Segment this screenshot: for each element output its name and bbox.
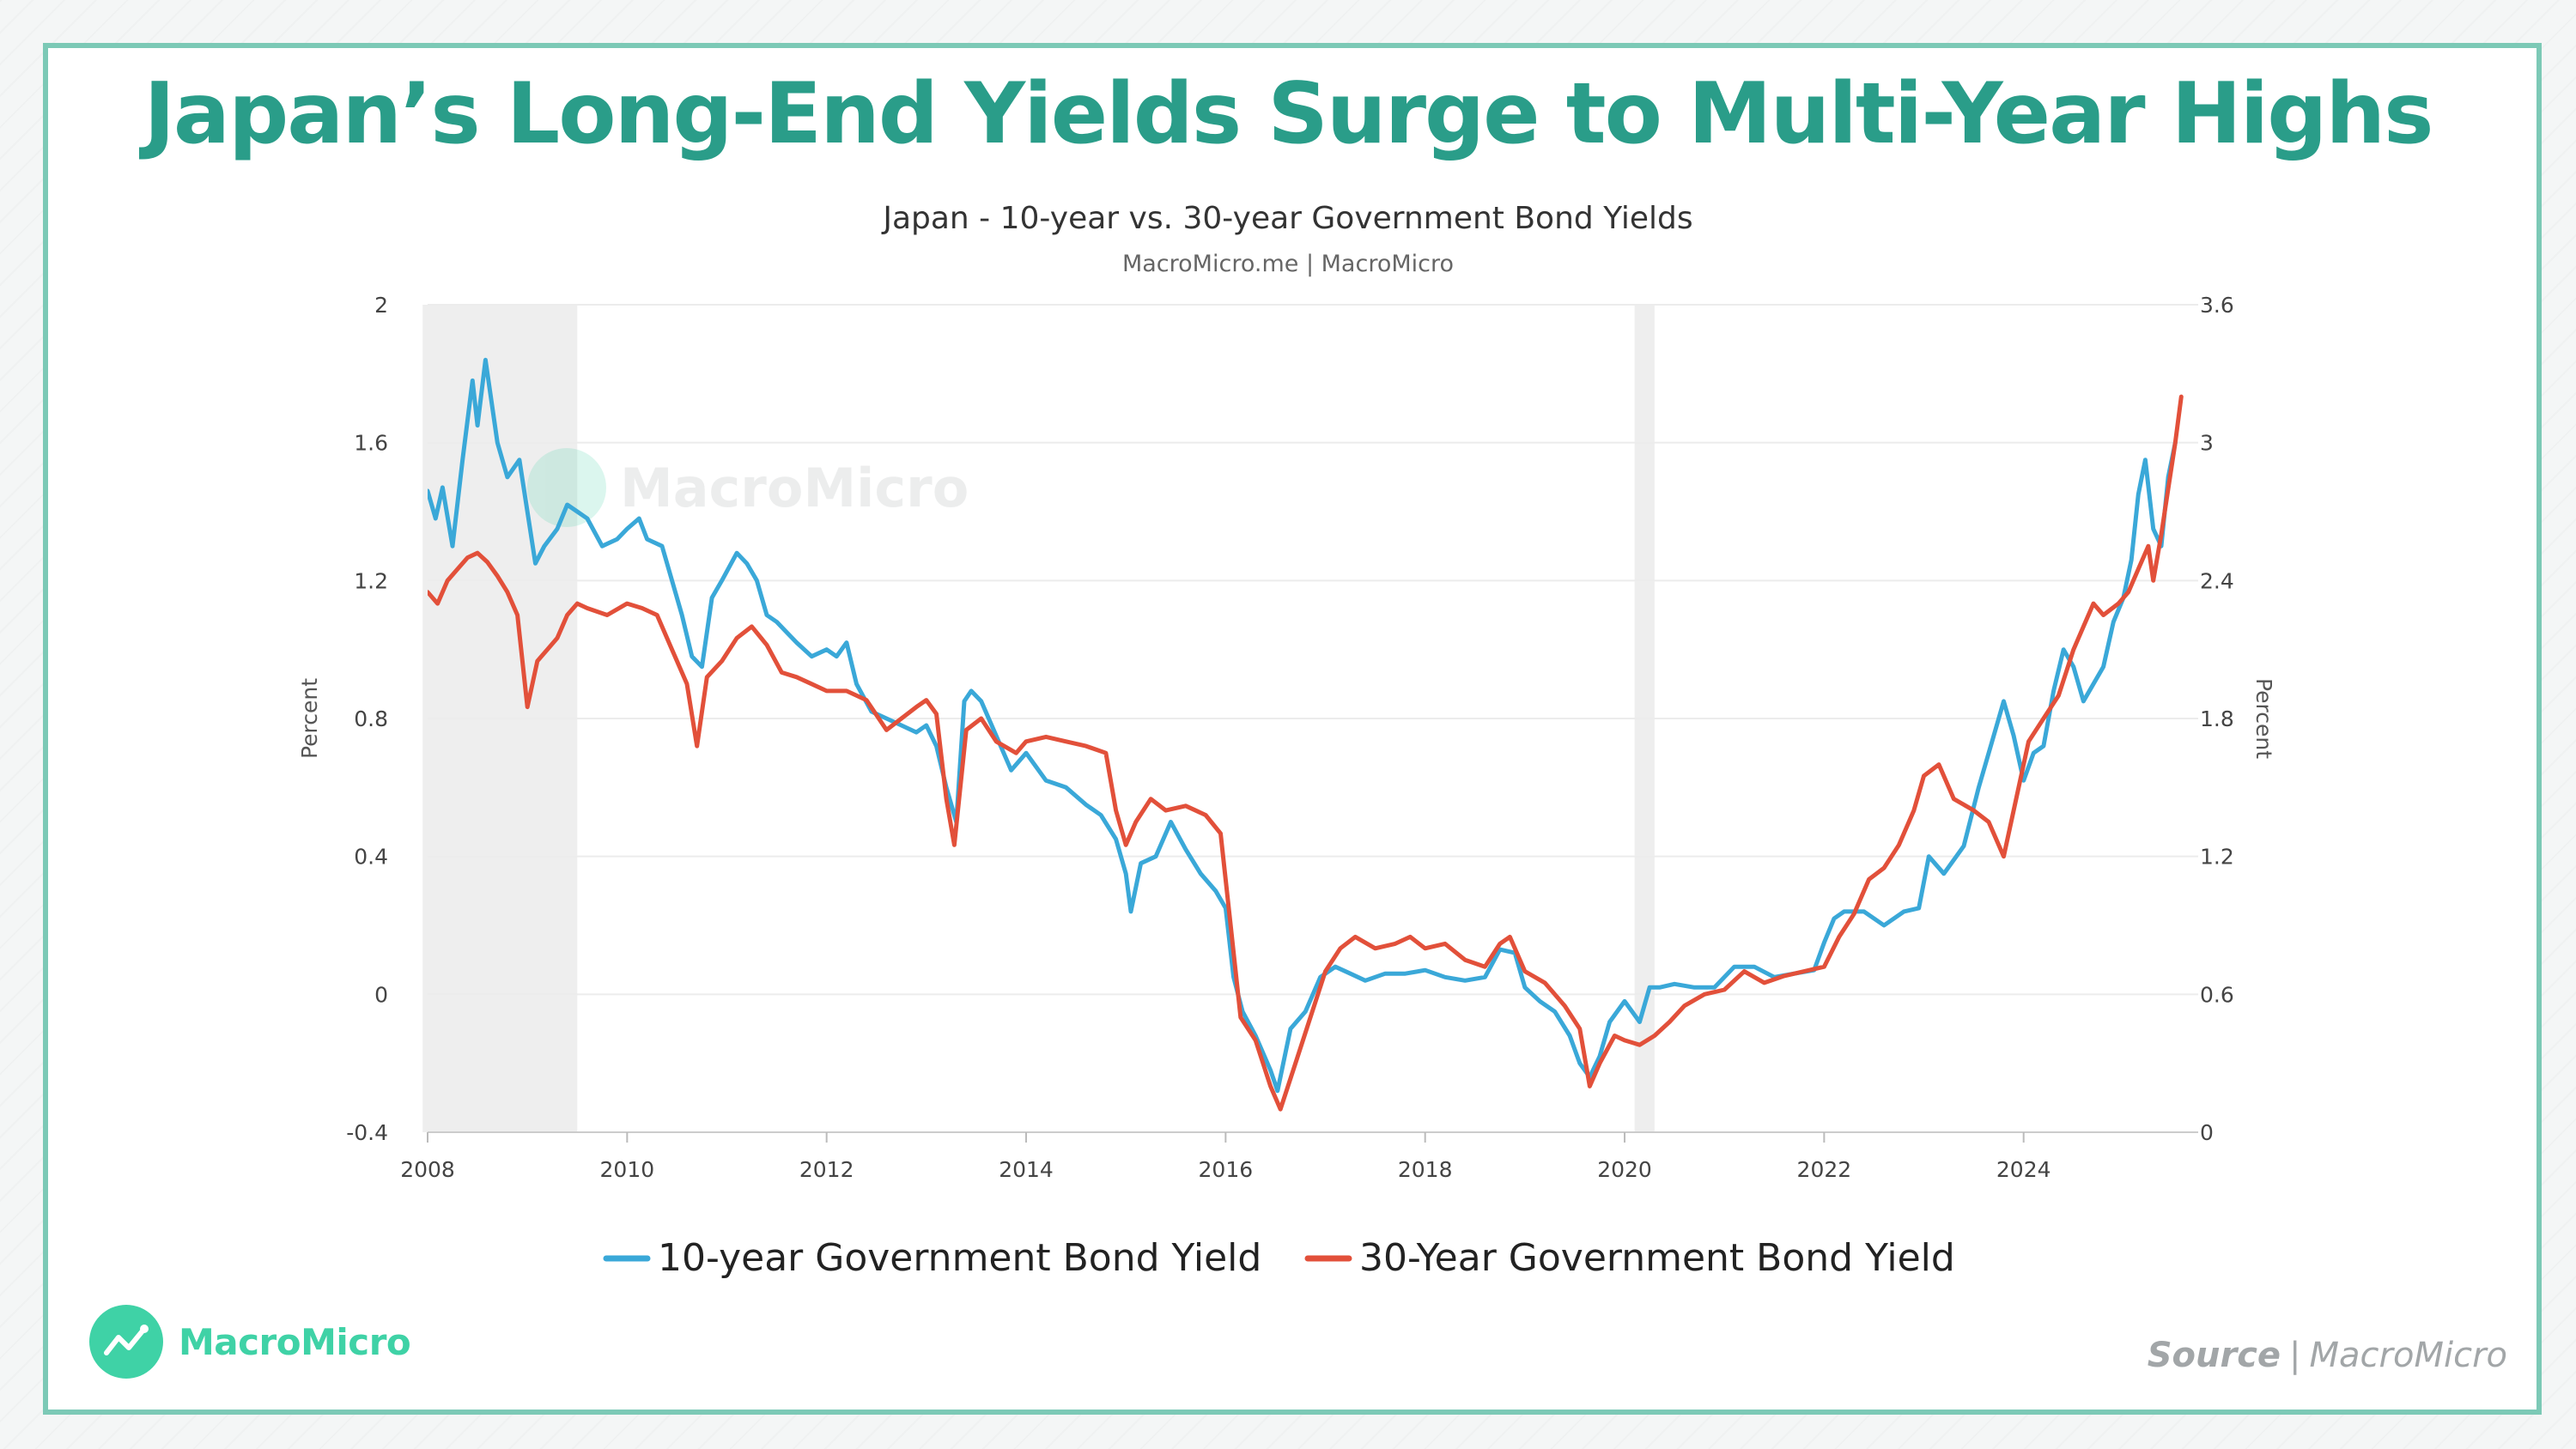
y-right-tick-label: 1.8 — [2200, 706, 2234, 731]
source-label: Source — [2147, 1336, 2281, 1375]
x-tick-label: 2022 — [1797, 1157, 1852, 1182]
y-left-tick-label: -0.4 — [346, 1120, 388, 1145]
chart-subtitle: MacroMicro.me | MacroMicro — [1122, 251, 1454, 277]
chart-legend: 10-year Government Bond Yield 30-Year Gov… — [603, 1236, 1955, 1280]
legend-label: 10-year Government Bond Yield — [658, 1236, 1261, 1280]
x-tick-label: 2010 — [600, 1157, 655, 1182]
y-right-tick-label: 3 — [2200, 431, 2214, 456]
y-left-tick-label: 1.2 — [354, 568, 388, 593]
x-tick-label: 2024 — [1996, 1157, 2051, 1182]
y-left-tick-label: 2 — [374, 293, 388, 318]
y-axis-right-label: Percent — [2251, 678, 2276, 759]
series-line-1 — [428, 357, 2178, 1094]
series-line-2 — [428, 394, 2184, 1112]
source-name: MacroMicro — [2309, 1336, 2507, 1375]
y-right-tick-label: 0.6 — [2200, 982, 2234, 1007]
source-separator: | — [2289, 1336, 2301, 1375]
legend-label: 30-Year Government Bond Yield — [1359, 1236, 1955, 1280]
x-tick-label: 2014 — [999, 1157, 1054, 1182]
y-right-tick-label: 2.4 — [2200, 568, 2234, 593]
x-tick-label: 2008 — [400, 1157, 455, 1182]
x-tick-label: 2020 — [1597, 1157, 1652, 1182]
y-left-tick-label: 0 — [374, 982, 388, 1007]
brand-name: MacroMicro — [179, 1320, 411, 1363]
y-axis-left-label: Percent — [297, 678, 322, 759]
chart-watermark: MacroMicro — [527, 448, 969, 527]
y-left-tick-label: 0.4 — [354, 845, 388, 870]
watermark-text: MacroMicro — [620, 457, 969, 519]
chart-title: Japan - 10-year vs. 30-year Government B… — [881, 201, 1692, 236]
y-right-tick-label: 1.2 — [2200, 845, 2234, 870]
x-tick-label: 2012 — [799, 1157, 854, 1182]
page-title: Japan’s Long-End Yields Surge to Multi-Y… — [143, 65, 2433, 163]
y-left-tick-label: 0.8 — [354, 706, 388, 731]
legend-item-2[interactable]: 30-Year Government Bond Yield — [1304, 1236, 1955, 1280]
y-left-tick-label: 1.6 — [354, 431, 388, 456]
x-tick-label: 2018 — [1398, 1157, 1453, 1182]
y-right-tick-label: 0 — [2200, 1120, 2214, 1145]
source-credit: Source | MacroMicro — [2148, 1336, 2507, 1375]
y-right-tick-label: 3.6 — [2200, 293, 2234, 318]
brand-logo[interactable]: MacroMicro — [89, 1305, 411, 1379]
macromicro-logo-icon — [89, 1305, 163, 1379]
watermark-logo-icon — [527, 448, 606, 527]
x-tick-label: 2016 — [1199, 1157, 1254, 1182]
legend-item-1[interactable]: 10-year Government Bond Yield — [603, 1236, 1261, 1280]
